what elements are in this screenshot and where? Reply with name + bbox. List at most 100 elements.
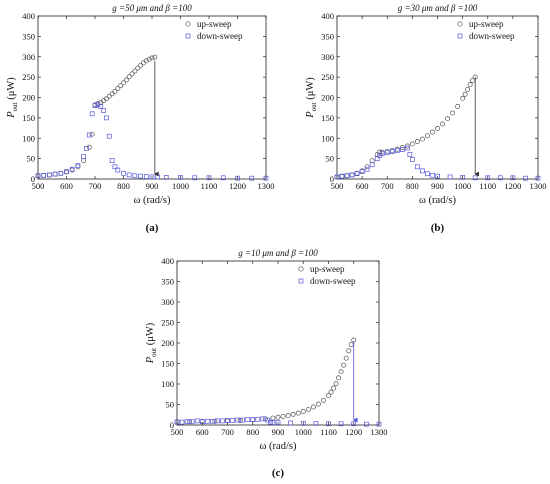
legend: up-sweep down-sweep [185,19,243,41]
data-point-down-sweep [447,174,453,180]
data-point-down-sweep [106,133,112,139]
data-point-up-sweep [118,83,124,89]
data-point-down-sweep [523,175,528,181]
chart-panel-2: 500 600 700 800 900 1000 1100 1200 1300 0 50 100 150… [305,3,547,234]
y-axis-label-sub: out [310,102,318,111]
x-tick-label: 600 [196,427,209,437]
data-point-down-sweep [86,132,92,138]
data-point-up-sweep [300,409,306,414]
data-point-down-sweep [75,163,81,168]
data-point-down-sweep [81,154,86,159]
data-point-down-sweep [230,418,235,423]
x-tick-label: 1100 [320,427,337,437]
data-point-down-sweep [250,417,256,423]
y-tick-label: 50 [27,154,36,164]
y-tick-label: 150 [161,359,174,369]
data-point-down-sweep [109,158,115,164]
data-point-down-sweep [245,417,251,423]
data-point-down-sweep [379,151,385,157]
data-point-down-sweep [199,419,205,425]
data-point-down-sweep [410,157,415,162]
data-point-down-sweep [220,175,226,181]
x-tick-label: 1300 [371,427,388,437]
data-point-up-sweep [338,369,344,375]
data-point-up-sweep [89,131,95,137]
x-axis-label: ω (rad/s) [419,195,456,206]
y-tick-label: 300 [321,52,334,62]
x-tick-label: 700 [381,181,394,191]
data-point-down-sweep [270,420,276,425]
data-point-up-sweep [377,149,383,155]
data-point-down-sweep [47,172,52,178]
legend: up-sweep down-sweep [457,19,515,41]
data-point-up-sweep [343,355,349,361]
y-tick-label: 50 [326,154,335,164]
y-tick-label: 0 [330,174,334,184]
data-point-down-sweep [194,418,200,424]
y-tick-label: 100 [22,133,35,143]
data-point-up-sweep [467,82,473,87]
x-tick-label: 1000 [454,181,471,191]
data-point-up-sweep [41,172,47,178]
data-point-down-sweep [126,172,132,178]
data-point-up-sweep [81,158,87,164]
y-tick-label: 200 [22,93,35,103]
data-point-up-sweep [250,417,256,423]
data-point-down-sweep [460,175,465,180]
data-point-down-sweep [235,175,240,181]
x-tick-label: 1200 [229,181,246,191]
y-axis-label-sub: out [11,102,19,111]
data-point-up-sweep [369,158,375,164]
data-point-down-sweep [349,172,355,178]
data-point-up-sweep [275,414,281,420]
data-point-up-sweep [52,171,58,177]
data-point-up-sweep [419,136,425,142]
data-point-down-sweep [220,418,225,424]
data-point-up-sweep [349,172,355,178]
x-tick-label: 1000 [172,181,189,191]
data-point-up-sweep [103,96,109,102]
data-point-down-sweep [41,172,47,178]
data-point-up-sweep [140,60,146,66]
data-point-down-sweep [143,174,149,179]
data-point-up-sweep [149,55,155,61]
legend-marker-down-sweep [298,278,304,284]
x-tick-label: 900 [146,181,159,191]
data-point-down-sweep [149,174,155,180]
data-point-down-sweep [535,175,541,181]
x-tick-label: 700 [89,181,102,191]
data-point-down-sweep [210,418,215,424]
data-point-up-sweep [138,62,144,68]
y-tick-label: 400 [22,11,35,21]
series-up-sweep [334,74,478,180]
data-point-up-sweep [425,133,430,139]
y-tick-label: 50 [166,400,175,410]
x-tick-label: 900 [272,427,285,437]
data-point-up-sweep [389,148,395,153]
data-point-up-sweep [346,348,352,354]
data-point-down-sweep [84,146,89,151]
data-point-down-sweep [497,175,503,181]
data-point-up-sweep [58,170,64,176]
chart-panel-1: 500 600 700 800 900 1000 1100 1200 1300 0 50 100 150… [6,3,275,234]
series-up-sweep [35,54,158,179]
x-tick-label: 1300 [530,181,547,191]
data-point-down-sweep [255,416,261,422]
data-point-down-sweep [249,175,255,181]
data-point-up-sweep [237,418,243,423]
data-point-up-sweep [280,413,286,419]
data-point-down-sweep [215,418,220,424]
data-point-down-sweep [344,173,350,179]
data-point-down-sweep [95,102,101,108]
data-point-up-sweep [462,91,468,97]
chart-title: g =10 μm and β =100 [238,248,318,258]
data-point-up-sweep [152,54,158,60]
x-tick-label: 700 [221,427,234,437]
data-point-up-sweep [470,77,476,83]
x-tick-label: 800 [117,181,130,191]
data-point-down-sweep [377,153,383,158]
x-tick-label: 1100 [201,181,218,191]
data-point-up-sweep [344,173,350,179]
data-point-down-sweep [265,417,271,423]
data-point-up-sweep [46,172,52,178]
